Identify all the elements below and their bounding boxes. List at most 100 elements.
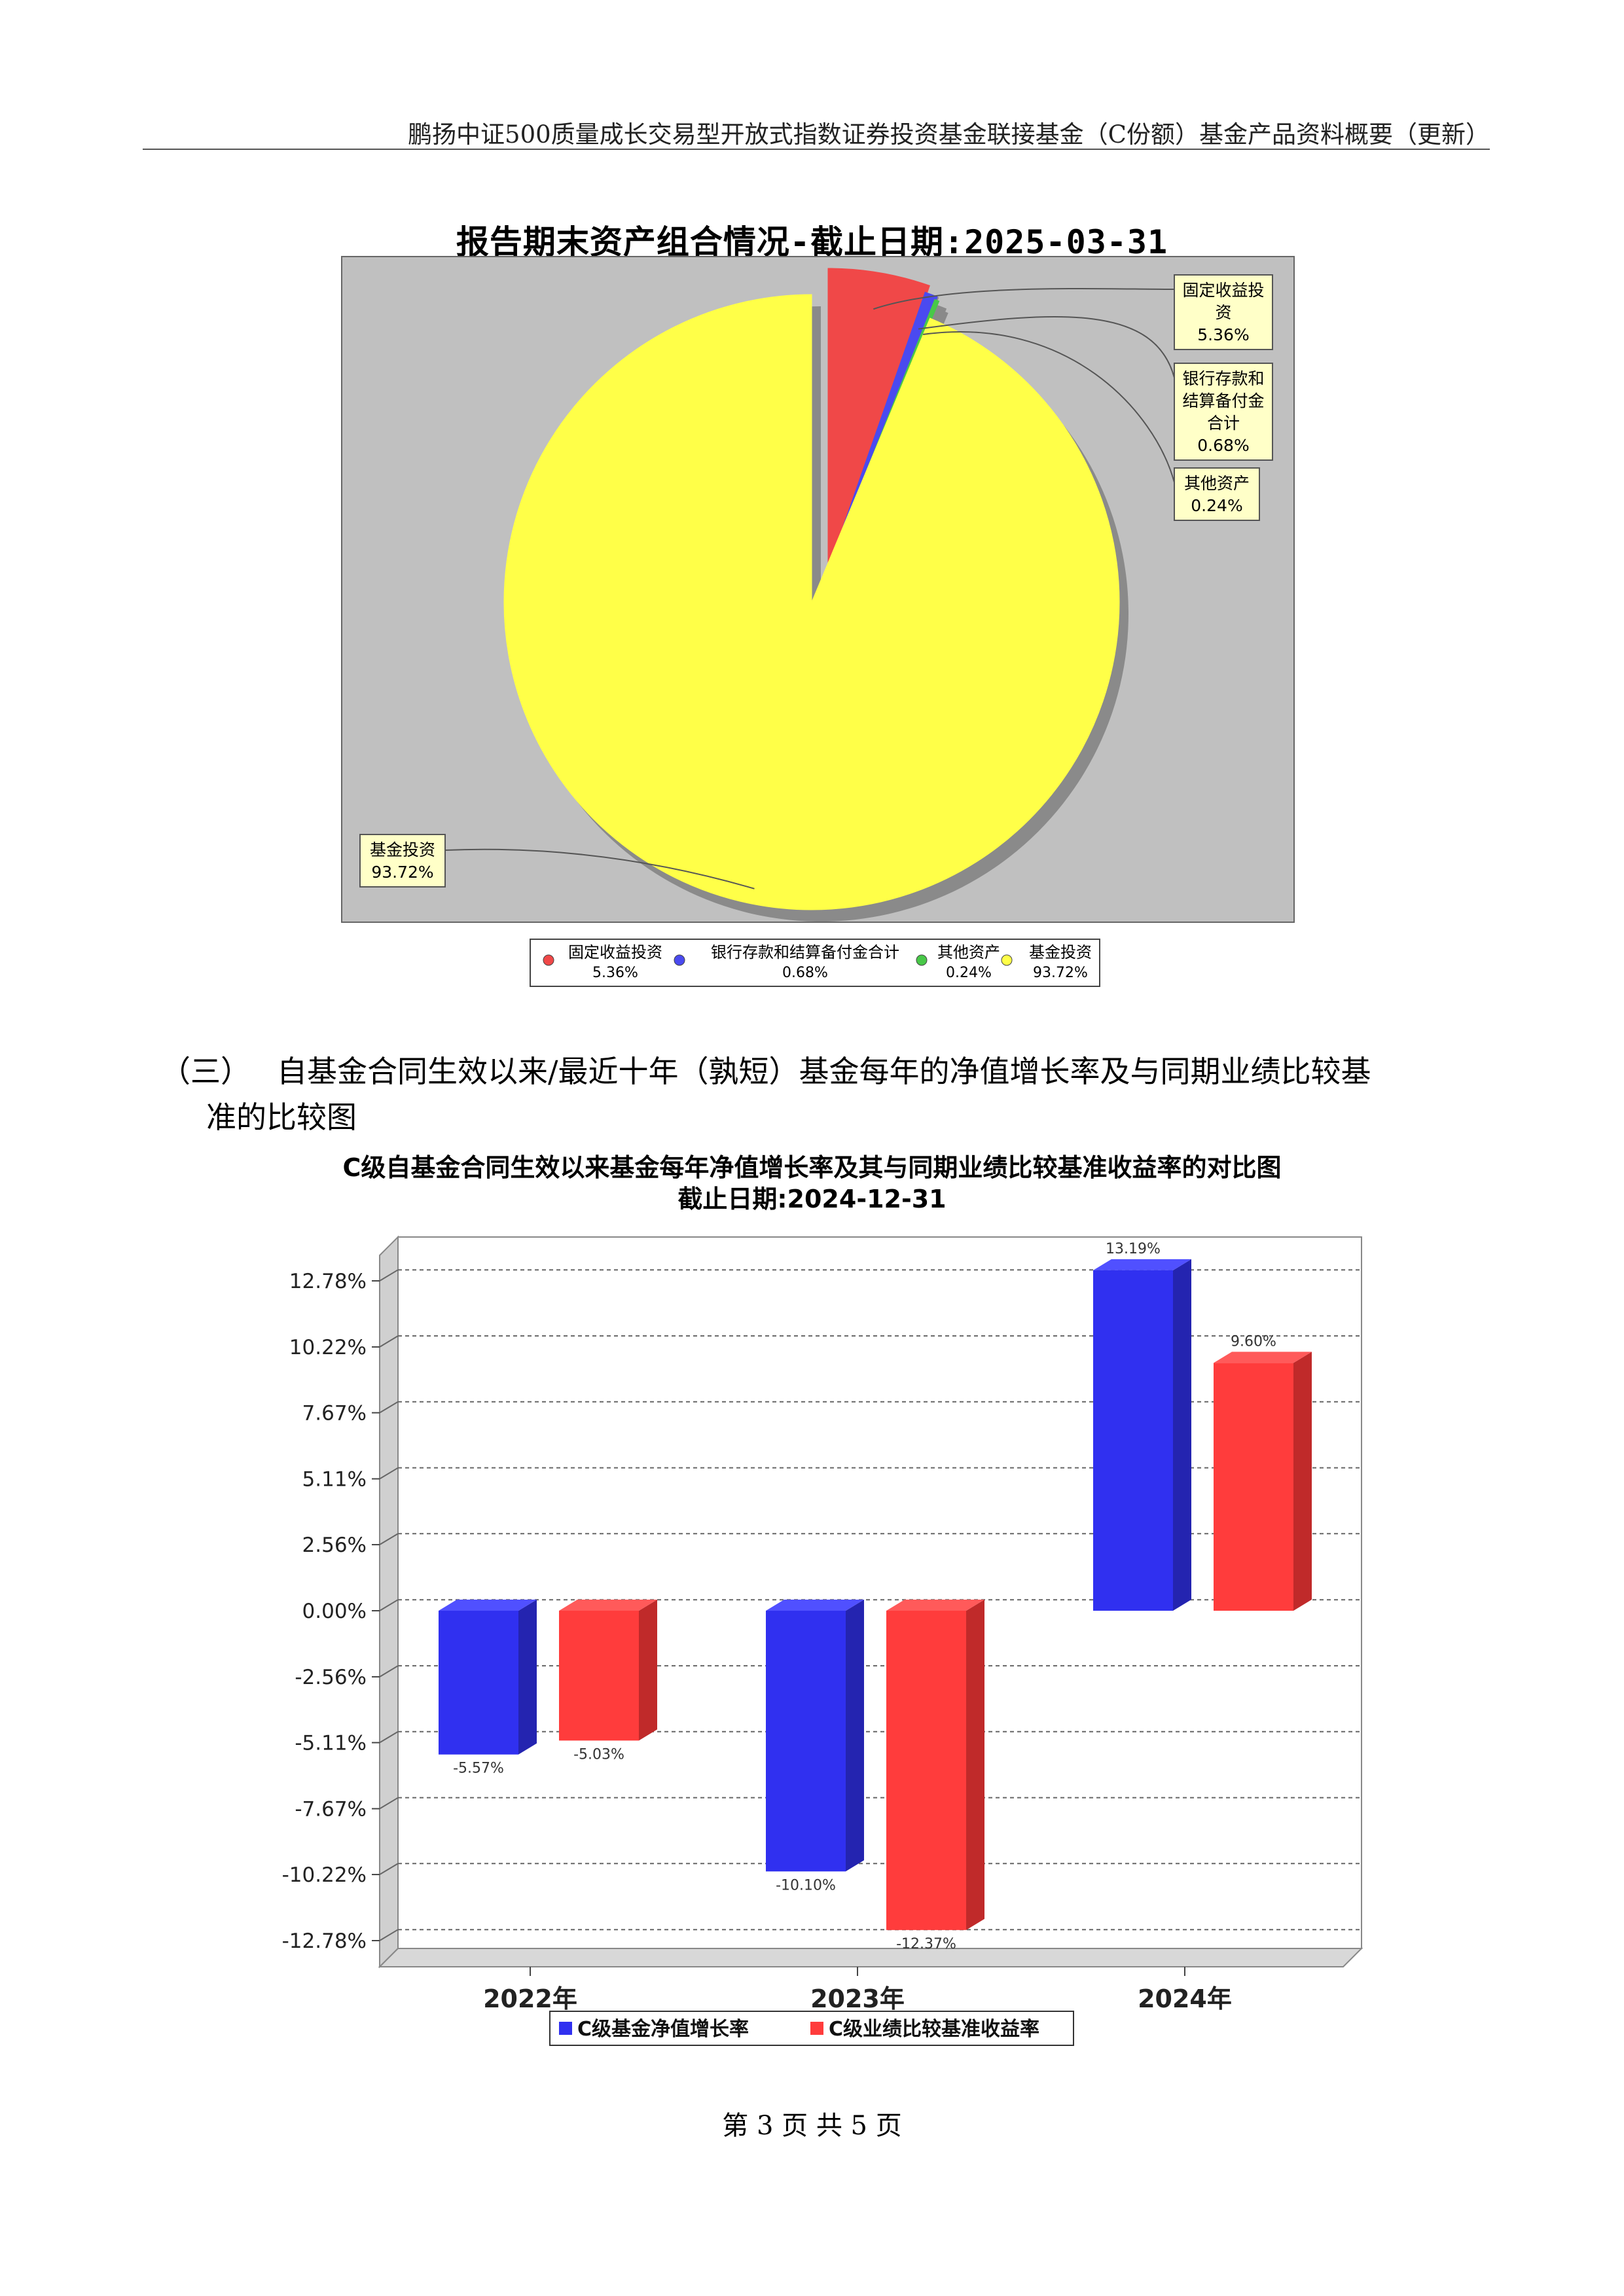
- x-category-label: 2024年: [1138, 1984, 1232, 2013]
- bar-top-face: [439, 1600, 537, 1611]
- section-heading-line2: 准的比较图: [206, 1100, 357, 1135]
- header-divider: [143, 149, 1490, 150]
- bar-gridline-side: [379, 1335, 399, 1348]
- pie-callout-3: 基金投资 93.72%: [359, 834, 446, 888]
- bar-legend-item-0: C级基金净值增长率: [559, 2018, 749, 2041]
- y-tick-label: -5.11%: [295, 1732, 367, 1755]
- bar-side-face: [846, 1600, 864, 1872]
- pie-callout-value: 0.24%: [1191, 496, 1242, 515]
- section-heading: （三） 自基金合同生效以来/最近十年（孰短）基金每年的净值增长率及与同期业绩比较基…: [160, 1049, 1496, 1140]
- legend-swatch: [543, 954, 554, 966]
- bar-side-face: [966, 1600, 984, 1930]
- x-category-label: 2023年: [810, 1984, 905, 2013]
- bar-front-face: [559, 1611, 639, 1741]
- pie-leader-line: [444, 848, 755, 889]
- bar-side-face: [639, 1600, 657, 1741]
- bar-side-face: [1173, 1259, 1191, 1611]
- pie-legend-item-1: 银行存款和结算备付金合计 0.68%: [674, 943, 899, 981]
- bar-1-2: 9.60%: [1214, 1333, 1312, 1611]
- bar-1-0: -5.03%: [559, 1600, 657, 1763]
- bar-chart-title: C级自基金合同生效以来基金每年净值增长率及其与同期业绩比较基准收益率的对比图 截…: [0, 1152, 1624, 1215]
- legend-label: C级基金净值增长率: [577, 2018, 749, 2041]
- legend-label: 银行存款和结算备付金合计: [711, 943, 899, 961]
- pie-callout-label: 结算备付金: [1182, 391, 1264, 410]
- pie-callout-1: 银行存款和结算备付金合计 0.68%: [1174, 363, 1273, 461]
- y-tick-label: 2.56%: [302, 1534, 367, 1557]
- bar-front-face: [1093, 1270, 1173, 1611]
- pie-callout-label: 其他资产: [1184, 474, 1250, 493]
- pie-callout-value: 0.68%: [1197, 436, 1249, 455]
- bar-plot-back-wall: [397, 1236, 1362, 1949]
- y-tick-label: 12.78%: [289, 1270, 367, 1293]
- y-tick-label: -12.78%: [282, 1929, 367, 1953]
- pie-callout-value: 5.36%: [1197, 325, 1249, 344]
- legend-label: 基金投资: [1029, 943, 1092, 961]
- bar-front-face: [766, 1611, 846, 1872]
- bar-gridline-side: [379, 1863, 399, 1875]
- bar-legend-box: [549, 2011, 1074, 2046]
- pie-legend-item-3: 基金投资 93.72%: [1001, 943, 1092, 981]
- legend-value: 5.36%: [592, 965, 638, 981]
- bar-gridline-side: [379, 1797, 399, 1810]
- bar-value-label: -5.57%: [453, 1761, 504, 1777]
- y-tick-label: 5.11%: [302, 1467, 367, 1491]
- bar-0-1: -10.10%: [766, 1600, 864, 1893]
- legend-value: 0.24%: [946, 965, 992, 981]
- bar-0-0: -5.57%: [439, 1600, 537, 1777]
- bar-gridline-side: [379, 1269, 399, 1282]
- legend-swatch: [559, 2022, 572, 2035]
- pie-callout-label: 合计: [1207, 414, 1240, 433]
- bar-gridline-side: [379, 1929, 399, 1941]
- y-tick-label: -10.22%: [282, 1863, 367, 1887]
- bar-top-face: [886, 1600, 984, 1611]
- bar-gridline-side: [379, 1467, 399, 1480]
- bar-front-face: [1214, 1363, 1293, 1611]
- legend-swatch: [810, 2022, 823, 2035]
- bar-top-face: [766, 1600, 864, 1611]
- y-tick-label: -2.56%: [295, 1666, 367, 1689]
- y-tick-label: -7.67%: [295, 1797, 367, 1821]
- y-tick-label: 0.00%: [302, 1600, 367, 1623]
- bar-chart-title-line2: 截止日期:2024-12-31: [677, 1185, 947, 1213]
- page-number-footer: 第 3 页 共 5 页: [722, 2111, 902, 2141]
- bar-gridline-side: [379, 1665, 399, 1677]
- bar-side-face: [1293, 1352, 1312, 1611]
- pie-callout-value: 93.72%: [371, 863, 433, 882]
- legend-label: 固定收益投资: [568, 943, 662, 961]
- pie-callout-label: 银行存款和: [1182, 369, 1264, 388]
- bar-0-2: 13.19%: [1093, 1241, 1191, 1611]
- legend-label: 其他资产: [937, 943, 1000, 961]
- bar-gridline-side: [379, 1731, 399, 1744]
- legend-swatch: [1001, 954, 1013, 966]
- pie-callout-label: 基金投资: [370, 840, 435, 859]
- pie-callout-2: 其他资产 0.24%: [1174, 467, 1260, 521]
- bar-top-face: [559, 1600, 657, 1611]
- bar-front-face: [439, 1611, 518, 1755]
- legend-swatch: [916, 954, 928, 966]
- section-heading-line1: 自基金合同生效以来/最近十年（孰短）基金每年的净值增长率及与同期业绩比较基: [277, 1054, 1371, 1089]
- bar-top-face: [1093, 1259, 1191, 1270]
- pie-legend-item-2: 其他资产 0.24%: [916, 943, 1000, 981]
- pie-leader-line: [918, 315, 1175, 378]
- bar-value-label: -5.03%: [573, 1746, 624, 1763]
- pie-slice-3: [503, 294, 1120, 910]
- bar-chart-title-line1: C级自基金合同生效以来基金每年净值增长率及其与同期业绩比较基准收益率的对比图: [342, 1153, 1282, 1182]
- bar-side-face: [518, 1600, 537, 1755]
- bar-gridline-side: [379, 1533, 399, 1545]
- legend-label: C级业绩比较基准收益率: [829, 2018, 1039, 2041]
- pie-callout-label: 资: [1215, 303, 1231, 322]
- pie-leader-line: [873, 287, 1175, 310]
- legend-value: 0.68%: [782, 965, 828, 981]
- pie-leader-line: [922, 331, 1175, 483]
- y-tick-label: 7.67%: [302, 1402, 367, 1426]
- pie-chart-title: 报告期末资产组合情况-截止日期:2025-03-31: [456, 223, 1168, 261]
- section-number: （三）: [160, 1054, 251, 1089]
- legend-value: 93.72%: [1033, 965, 1088, 981]
- pie-legend-item-0: 固定收益投资 5.36%: [543, 943, 662, 981]
- bar-legend-item-1: C级业绩比较基准收益率: [810, 2018, 1039, 2041]
- bar-value-label: -12.37%: [896, 1936, 956, 1952]
- x-category-label: 2022年: [483, 1984, 577, 2013]
- bar-top-face: [1214, 1352, 1312, 1363]
- bar-plot-floor: [378, 1948, 1363, 1967]
- document-header-title: 鹏扬中证500质量成长交易型开放式指数证券投资基金联接基金（C份额）基金产品资料…: [408, 120, 1490, 149]
